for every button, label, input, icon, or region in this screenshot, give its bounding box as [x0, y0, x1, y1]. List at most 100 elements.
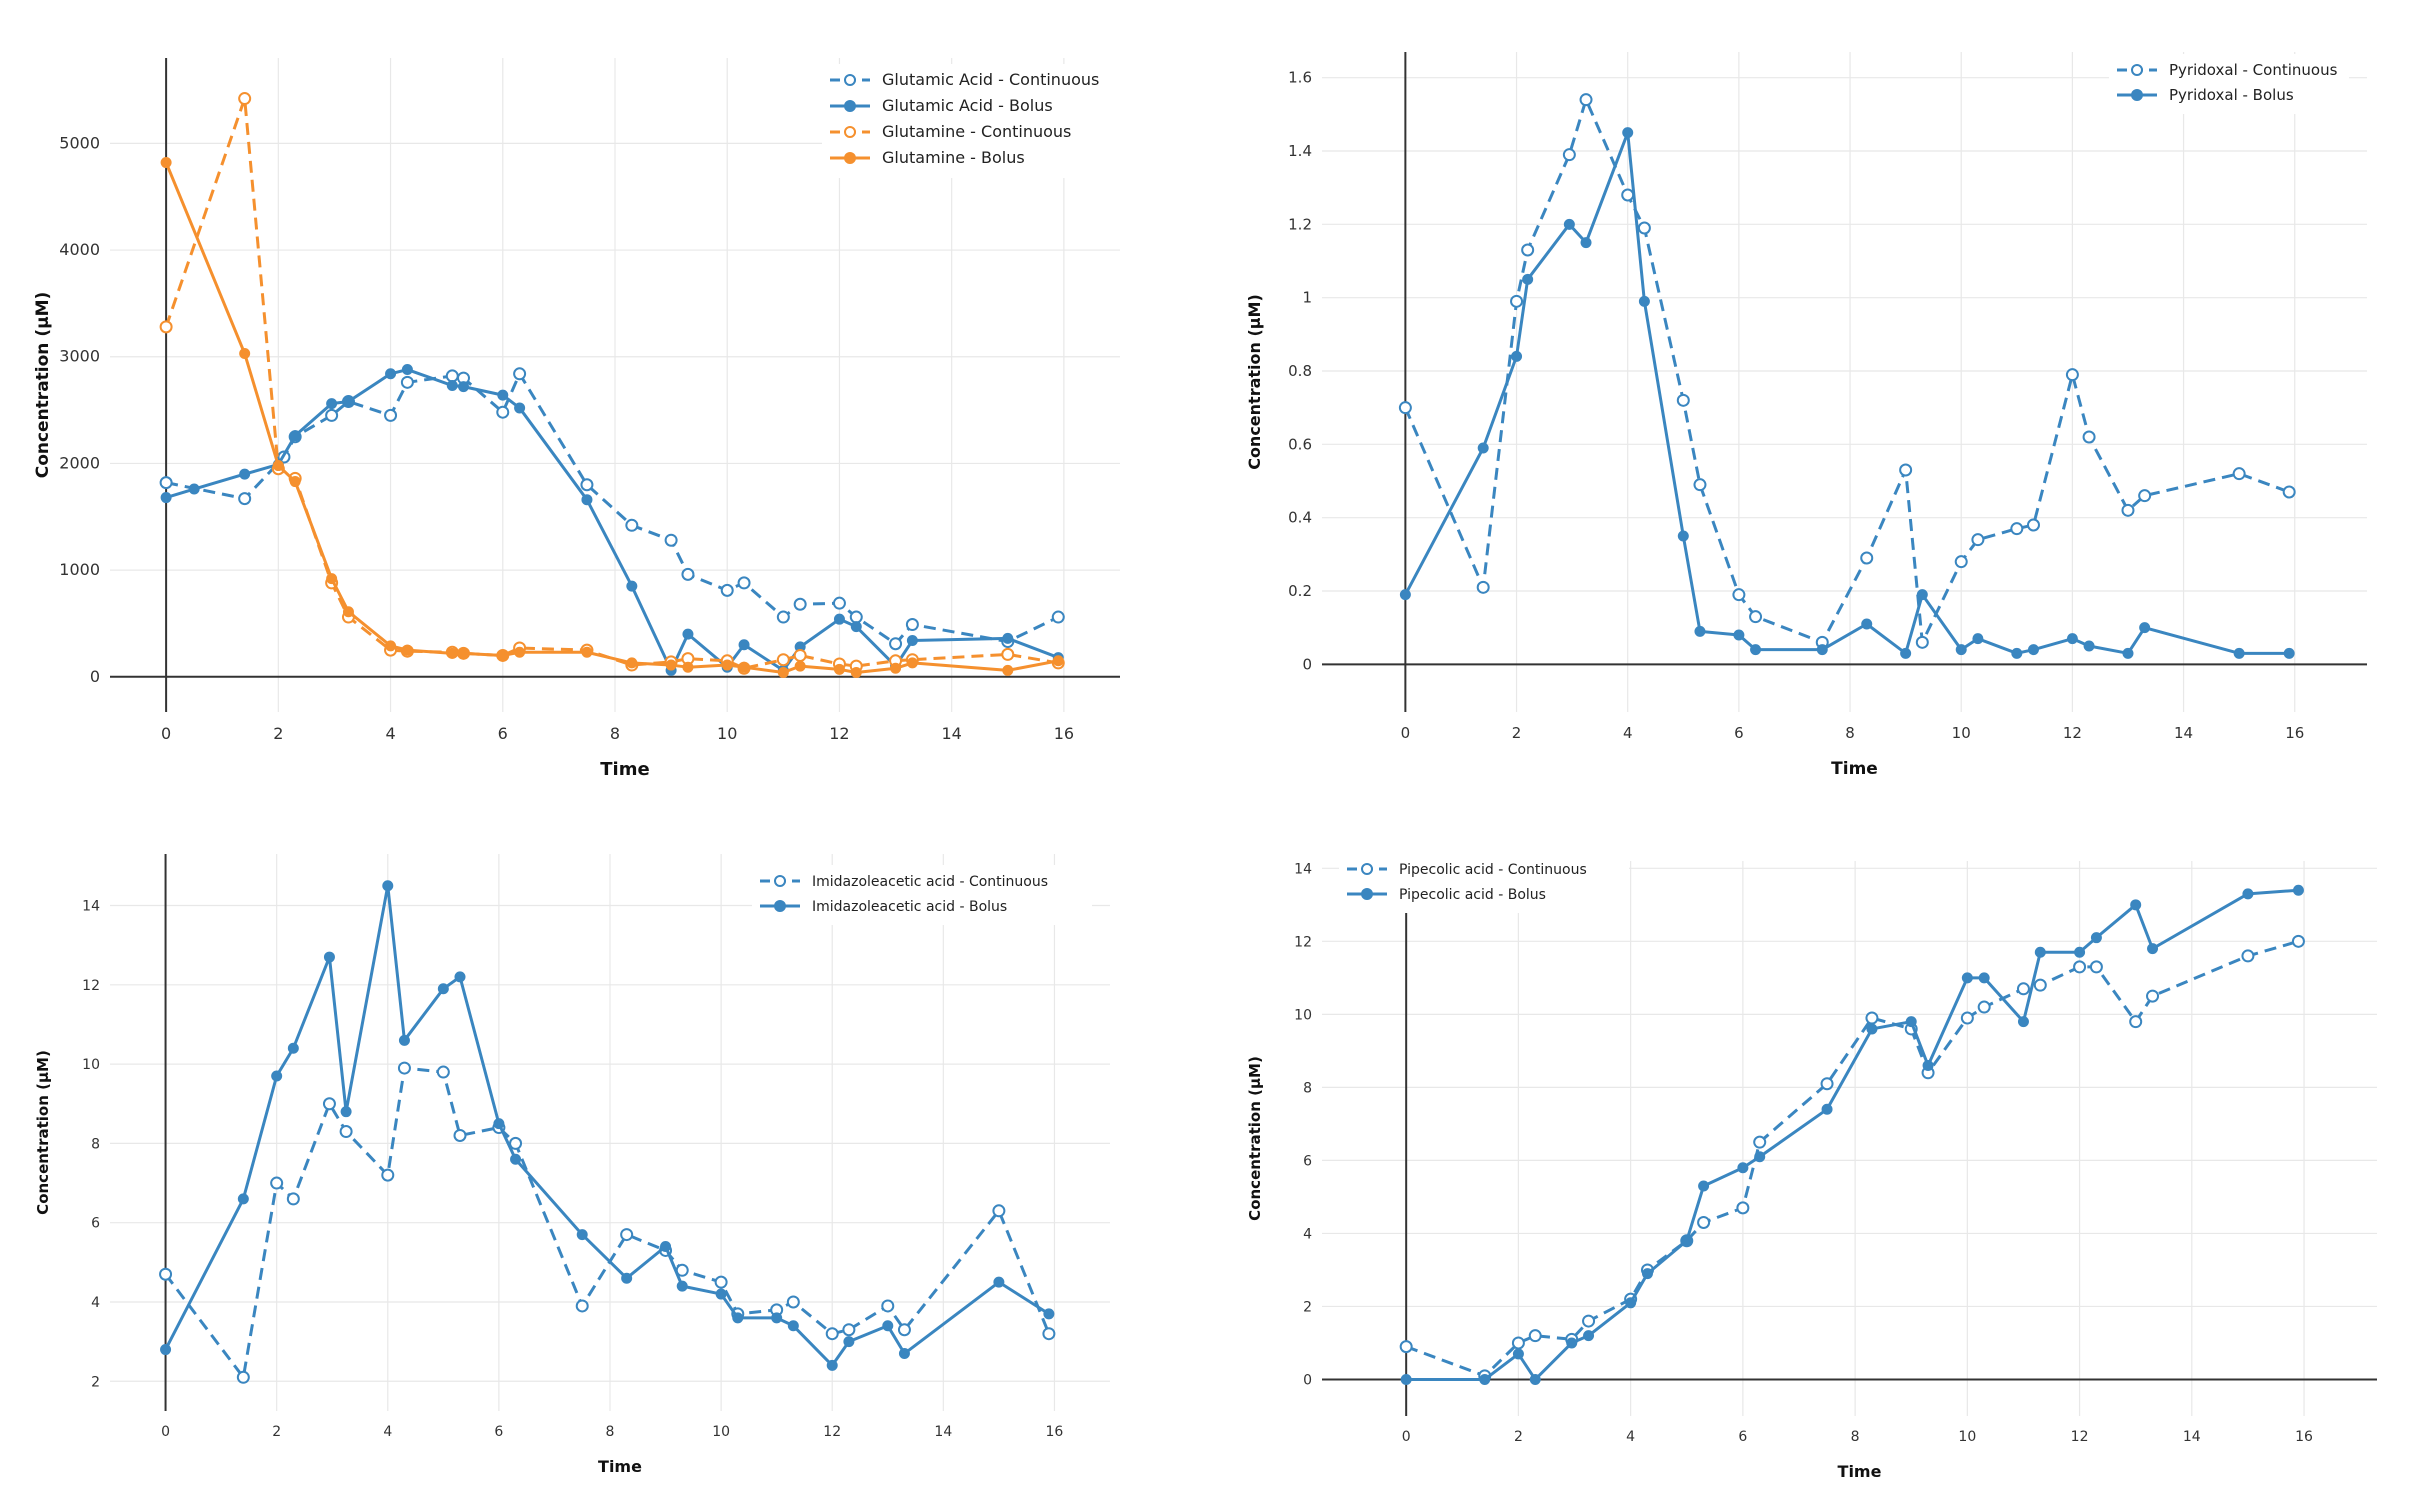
chart-pipecolic-acid: 0 2 4 6 8 10 12 14 16 0 2 4 6 8 10 12 14 Time Concentratio… — [1246, 853, 2377, 1481]
data-point — [446, 380, 458, 392]
data-point — [833, 663, 845, 675]
data-point — [453, 1128, 467, 1142]
x-axis-title: Time — [1838, 1462, 1882, 1481]
data-point — [1625, 1297, 1637, 1309]
data-point — [401, 644, 413, 656]
x-tick-label: 16 — [1054, 724, 1074, 743]
y-tick-label: 4 — [1303, 1226, 1312, 1242]
data-point — [342, 606, 354, 618]
data-point — [1954, 555, 1968, 569]
data-point — [771, 1312, 783, 1324]
legend-background — [822, 64, 1132, 178]
data-point — [287, 1042, 299, 1054]
data-point — [1001, 647, 1015, 661]
data-point — [1528, 1329, 1542, 1343]
data-point — [1529, 1373, 1541, 1385]
data-point — [881, 1299, 895, 1313]
data-point — [510, 1153, 522, 1165]
data-point — [1820, 1077, 1834, 1091]
data-point — [2089, 960, 2103, 974]
y-axis-title: Concentration (μM) — [1246, 1056, 1264, 1221]
data-point — [850, 621, 862, 633]
legend-marker — [2131, 89, 2143, 101]
data-point — [720, 583, 734, 597]
data-point — [2232, 467, 2246, 481]
data-point — [270, 1176, 284, 1190]
series-line — [1404, 98, 2290, 644]
x-tick-label: 12 — [2063, 724, 2082, 742]
gridlines — [110, 854, 1110, 1411]
data-point — [381, 1168, 395, 1182]
y-tick-label: 0.8 — [1288, 362, 1312, 380]
legend-marker — [844, 152, 856, 164]
data-point — [2066, 633, 2078, 645]
data-point — [513, 367, 527, 381]
y-axis-title: Concentration (μM) — [1245, 294, 1264, 470]
data-point — [1960, 1011, 1974, 1025]
data-point — [1916, 589, 1928, 601]
x-tick-label: 16 — [2285, 724, 2304, 742]
data-point — [2146, 989, 2160, 1003]
data-point — [906, 635, 918, 647]
x-tick-label: 8 — [1845, 724, 1855, 742]
data-point — [159, 1267, 173, 1281]
data-point — [1915, 635, 1929, 649]
y-tick-label: 2 — [91, 1374, 100, 1390]
data-point — [625, 518, 639, 532]
data-point — [398, 1034, 410, 1046]
legend-marker — [844, 74, 856, 86]
gridlines — [1322, 52, 2367, 712]
x-tick-label: 16 — [2295, 1429, 2313, 1445]
data-point — [2283, 647, 2295, 659]
data-point — [2121, 503, 2135, 517]
chart-glutamic-glutamine: 0 2 4 6 8 10 12 14 16 0 1000 2000 3000 4000 5000 Time Co… — [33, 58, 1132, 780]
y-tick-label: 12 — [82, 978, 100, 994]
x-tick-label: 0 — [1401, 724, 1411, 742]
data-point — [826, 1359, 838, 1371]
legend: Pipecolic acid - Continuous Pipecolic aci… — [1339, 853, 1629, 913]
data-point — [2083, 640, 2095, 652]
x-tick-label: 6 — [494, 1424, 503, 1440]
data-point — [436, 1065, 450, 1079]
data-point — [1511, 1336, 1525, 1350]
data-point — [1866, 1023, 1878, 1035]
data-point — [2082, 430, 2096, 444]
data-point — [2139, 622, 2151, 634]
data-point — [1693, 478, 1707, 492]
data-point — [339, 1125, 353, 1139]
data-point — [1676, 393, 1690, 407]
data-point — [794, 660, 806, 672]
data-point — [1479, 1373, 1491, 1385]
data-point — [385, 368, 397, 380]
x-tick-label: 6 — [1738, 1429, 1747, 1445]
legend-label: Pyridoxal - Bolus — [2169, 86, 2294, 104]
data-point — [1971, 533, 1985, 547]
legend-marker — [1361, 863, 1373, 875]
data-point — [580, 478, 594, 492]
data-point — [620, 1228, 634, 1242]
data-point — [289, 476, 301, 488]
data-point — [497, 649, 509, 661]
data-point — [1698, 1180, 1710, 1192]
data-point — [493, 1118, 505, 1130]
data-point — [385, 640, 397, 652]
data-point — [1476, 580, 1490, 594]
x-tick-label: 10 — [717, 724, 737, 743]
legend-label: Glutamic Acid - Continuous — [882, 70, 1099, 89]
data-point — [401, 364, 413, 376]
data-point — [1955, 644, 1967, 656]
data-point — [1977, 1000, 1991, 1014]
data-point — [664, 533, 678, 547]
data-point — [2016, 982, 2030, 996]
y-tick-label: 10 — [82, 1057, 100, 1073]
data-point — [1477, 442, 1489, 454]
data-point — [1641, 1268, 1653, 1280]
legend-label: Imidazoleacetic acid - Bolus — [812, 899, 1007, 915]
data-point — [160, 1344, 172, 1356]
series-line — [1404, 131, 2290, 655]
data-point — [843, 1336, 855, 1348]
legend-label: Glutamine - Continuous — [882, 122, 1071, 141]
legend: Imidazoleacetic acid - Continuous Imidazo… — [752, 865, 1092, 925]
y-tick-label: 0.6 — [1288, 435, 1312, 453]
data-point — [793, 597, 807, 611]
